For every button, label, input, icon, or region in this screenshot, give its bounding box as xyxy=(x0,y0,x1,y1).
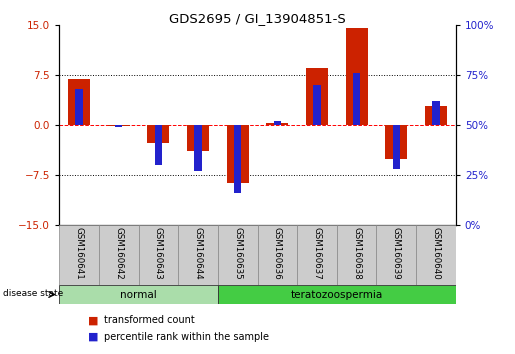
Text: GSM160636: GSM160636 xyxy=(273,227,282,280)
Text: GSM160639: GSM160639 xyxy=(392,227,401,280)
Bar xyxy=(218,285,456,304)
Bar xyxy=(195,125,201,171)
Bar xyxy=(187,125,209,152)
Text: GDS2695 / GI_13904851-S: GDS2695 / GI_13904851-S xyxy=(169,12,346,25)
Text: GSM160644: GSM160644 xyxy=(194,227,202,280)
Bar xyxy=(108,125,130,126)
Text: normal: normal xyxy=(120,290,157,300)
Text: GSM160638: GSM160638 xyxy=(352,227,361,280)
Bar xyxy=(376,225,416,285)
Text: GSM160643: GSM160643 xyxy=(154,227,163,280)
Bar xyxy=(234,125,241,193)
Text: ■: ■ xyxy=(88,315,98,325)
Bar xyxy=(115,125,122,127)
Bar xyxy=(258,225,297,285)
Bar xyxy=(306,68,328,125)
Bar xyxy=(178,225,218,285)
Bar xyxy=(274,121,281,125)
Bar xyxy=(425,106,447,125)
Text: transformed count: transformed count xyxy=(104,315,195,325)
Bar xyxy=(433,101,439,125)
Text: GSM160635: GSM160635 xyxy=(233,227,242,280)
Bar xyxy=(76,89,82,125)
Bar xyxy=(346,28,368,125)
Text: disease state: disease state xyxy=(3,289,63,298)
Bar xyxy=(337,225,376,285)
Bar xyxy=(297,225,337,285)
Bar xyxy=(68,79,90,125)
Bar xyxy=(218,225,258,285)
Bar xyxy=(59,225,99,285)
Text: teratozoospermia: teratozoospermia xyxy=(290,290,383,300)
Bar xyxy=(416,225,456,285)
Bar xyxy=(353,73,360,125)
Bar xyxy=(227,125,249,183)
Bar xyxy=(314,85,320,125)
Text: ■: ■ xyxy=(88,332,98,342)
Bar xyxy=(393,125,400,169)
Bar xyxy=(59,285,218,304)
Bar xyxy=(385,125,407,159)
Text: GSM160642: GSM160642 xyxy=(114,227,123,280)
Bar xyxy=(266,123,288,125)
Bar xyxy=(155,125,162,165)
Text: GSM160637: GSM160637 xyxy=(313,227,321,280)
Bar xyxy=(147,125,169,143)
Bar xyxy=(99,225,139,285)
Text: GSM160640: GSM160640 xyxy=(432,227,440,280)
Text: GSM160641: GSM160641 xyxy=(75,227,83,280)
Bar xyxy=(139,225,178,285)
Text: percentile rank within the sample: percentile rank within the sample xyxy=(104,332,269,342)
